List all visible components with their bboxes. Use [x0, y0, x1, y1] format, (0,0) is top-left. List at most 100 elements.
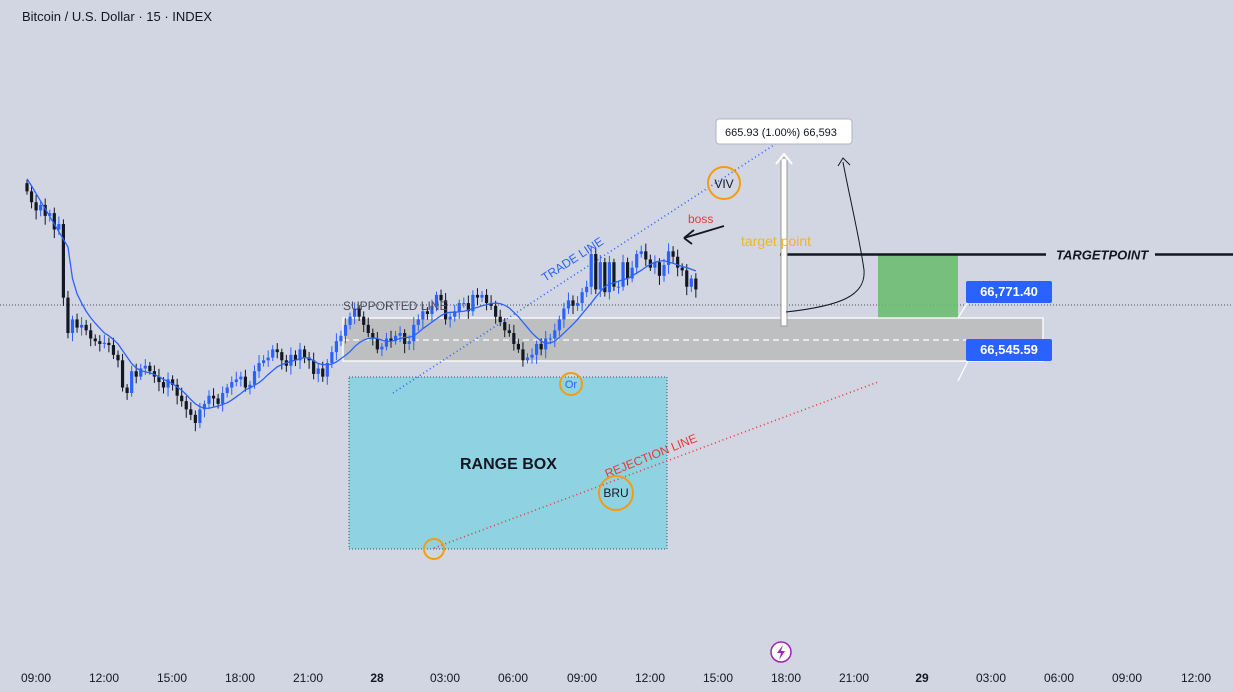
candle-body [525, 357, 530, 361]
candle-body [75, 319, 79, 328]
measure-bar [780, 157, 788, 327]
x-tick-label: 15:00 [703, 671, 733, 685]
candle-body [325, 363, 329, 377]
candle-body [607, 262, 611, 293]
candle-body [70, 319, 75, 334]
x-tick-label: 09:00 [567, 671, 597, 685]
candle-body [434, 294, 439, 306]
candle-body [644, 251, 648, 260]
candle-body [507, 330, 511, 334]
candle-body [362, 316, 366, 325]
lightning-glyph [777, 645, 785, 660]
candle-body [225, 387, 229, 393]
candle-body [193, 414, 197, 423]
viv-label: VIV [714, 177, 733, 191]
candle-body [157, 376, 161, 383]
x-tick-label: 18:00 [225, 671, 255, 685]
candle-body [621, 262, 625, 287]
measure-label: 665.93 (1.00%) 66,593 [725, 127, 837, 139]
target-arrow-head [837, 157, 851, 167]
candle-body [143, 365, 147, 369]
candle-body [293, 354, 298, 361]
x-tick-label: 12:00 [635, 671, 665, 685]
range-box [348, 376, 668, 550]
candle-body [535, 343, 539, 355]
candle-body [120, 360, 125, 388]
candle-body [307, 357, 311, 361]
bru-circle [598, 475, 634, 511]
candle-body [93, 338, 97, 342]
symbol-title: Bitcoin / U.S. Dollar · 15 · INDEX [22, 9, 212, 24]
candle-body [289, 354, 293, 366]
candle-body [416, 319, 420, 325]
measure-box [715, 118, 853, 145]
x-tick-label: 09:00 [21, 671, 51, 685]
candle-body [444, 300, 448, 320]
candle-body [403, 333, 407, 344]
bru-label: BRU [603, 486, 628, 500]
candle-body [243, 376, 247, 388]
candle-body [630, 267, 634, 279]
target-line-label: TARGETPOINT [1056, 248, 1149, 263]
measure-arrowhead [775, 152, 793, 165]
candle-body [321, 368, 325, 377]
candle-body [462, 303, 466, 305]
candle-body [494, 305, 498, 317]
candle-body [539, 343, 543, 350]
candle-body [398, 333, 402, 336]
candle-body [266, 357, 270, 361]
candle-body [653, 262, 657, 268]
candle-body [484, 294, 489, 304]
candle-body [512, 333, 516, 344]
candle-body [171, 379, 175, 385]
candle-body [29, 191, 34, 203]
candle-body [421, 311, 425, 320]
candle-body [48, 213, 52, 216]
candles [25, 179, 698, 432]
candle-body [639, 251, 643, 255]
candle-body [353, 308, 357, 317]
candle-body [98, 341, 102, 344]
candle-body [466, 303, 470, 312]
candle-body [80, 324, 84, 328]
candle-body [685, 270, 689, 287]
price-tag-lower: 66,545.59 [966, 339, 1052, 361]
candle-body [666, 251, 671, 265]
candle-body [34, 202, 38, 211]
candle-body [230, 382, 234, 388]
x-tick-label: 21:00 [293, 671, 323, 685]
candle-body [348, 316, 352, 325]
candle-body [389, 338, 393, 342]
candle-body [448, 316, 452, 320]
candle-body [580, 292, 584, 304]
candle-body [548, 338, 552, 340]
candle-body [357, 308, 361, 317]
candle-body [312, 360, 316, 374]
candle-body [248, 384, 252, 388]
candle-body [585, 286, 589, 293]
candle-body [189, 409, 193, 415]
candle-body [280, 352, 284, 361]
candle-body [221, 392, 225, 404]
candle-body [516, 343, 520, 350]
candle-body [161, 382, 166, 388]
candle-body [603, 262, 607, 293]
x-tick-label: 15:00 [157, 671, 187, 685]
candle-body [575, 303, 580, 306]
candle-body [635, 254, 639, 268]
candle-body [202, 403, 207, 410]
candle-body [43, 204, 47, 216]
x-tick-label: 18:00 [771, 671, 801, 685]
candle-body [334, 341, 338, 353]
candle-body [480, 294, 484, 298]
candle-body [166, 379, 170, 388]
candle-body [589, 254, 593, 287]
candle-body [475, 294, 480, 298]
x-tick-label: 03:00 [430, 671, 460, 685]
candle-body [453, 311, 457, 317]
candle-body [489, 303, 493, 306]
candle-body [612, 262, 616, 287]
candle-body [689, 278, 693, 287]
